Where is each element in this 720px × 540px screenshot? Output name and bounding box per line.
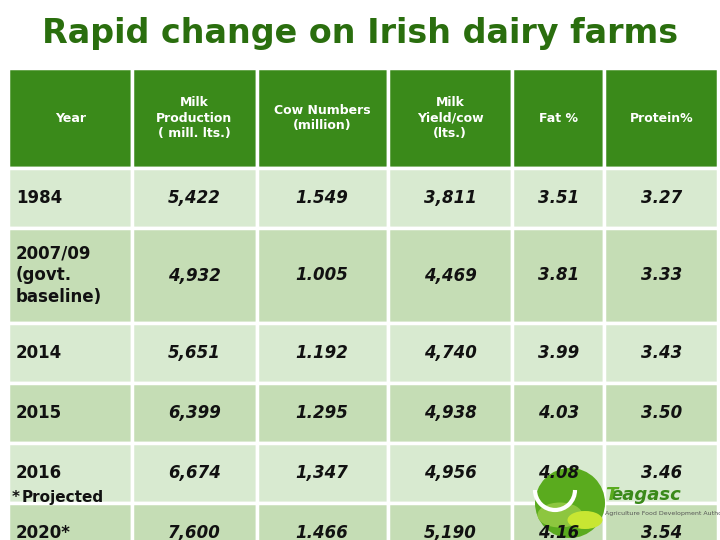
Bar: [512, 168, 604, 228]
Text: 2014: 2014: [16, 344, 62, 362]
Text: 3,811: 3,811: [423, 189, 477, 207]
Bar: [512, 503, 604, 540]
Bar: [604, 503, 718, 540]
Text: Milk
Yield/cow
(lts.): Milk Yield/cow (lts.): [417, 96, 483, 140]
Bar: [256, 383, 388, 443]
Text: 3.51: 3.51: [538, 189, 579, 207]
Text: 6,399: 6,399: [168, 404, 221, 422]
Bar: [388, 228, 512, 323]
Bar: [256, 503, 388, 540]
Text: 3.27: 3.27: [641, 189, 682, 207]
Text: Year: Year: [55, 111, 86, 125]
Bar: [256, 168, 388, 228]
Bar: [8, 443, 132, 503]
Bar: [132, 323, 256, 383]
Text: 2020*: 2020*: [16, 524, 71, 540]
Text: Milk
Production
( mill. lts.): Milk Production ( mill. lts.): [156, 96, 233, 140]
Text: Rapid change on Irish dairy farms: Rapid change on Irish dairy farms: [42, 17, 678, 51]
Bar: [604, 168, 718, 228]
Bar: [8, 383, 132, 443]
Bar: [604, 443, 718, 503]
Bar: [604, 383, 718, 443]
Bar: [512, 228, 604, 323]
Text: eagasc: eagasc: [610, 486, 680, 504]
Bar: [388, 503, 512, 540]
Text: 2016: 2016: [16, 464, 62, 482]
Bar: [132, 503, 256, 540]
Text: Fat %: Fat %: [539, 111, 577, 125]
Text: 6,674: 6,674: [168, 464, 221, 482]
Bar: [512, 443, 604, 503]
Bar: [8, 228, 132, 323]
Text: Agriculture Food Development Authority: Agriculture Food Development Authority: [605, 510, 720, 516]
Text: 2015: 2015: [16, 404, 62, 422]
Text: 3.33: 3.33: [641, 267, 682, 285]
Text: 4,932: 4,932: [168, 267, 221, 285]
Text: Protein%: Protein%: [629, 111, 693, 125]
Bar: [8, 323, 132, 383]
Text: 3.46: 3.46: [641, 464, 682, 482]
Bar: [604, 68, 718, 168]
Text: *: *: [12, 490, 20, 505]
Text: 3.54: 3.54: [641, 524, 682, 540]
Text: 2007/09
(govt.
baseline): 2007/09 (govt. baseline): [16, 245, 102, 306]
Bar: [512, 383, 604, 443]
Text: 5,651: 5,651: [168, 344, 221, 362]
Text: 3.81: 3.81: [538, 267, 579, 285]
Bar: [132, 68, 256, 168]
Text: 1.466: 1.466: [296, 524, 348, 540]
Text: Cow Numbers
(million): Cow Numbers (million): [274, 104, 371, 132]
Bar: [388, 323, 512, 383]
Text: 7,600: 7,600: [168, 524, 221, 540]
Bar: [388, 168, 512, 228]
Text: 4.08: 4.08: [538, 464, 579, 482]
Text: 4,740: 4,740: [423, 344, 477, 362]
Text: 1.549: 1.549: [296, 189, 348, 207]
Bar: [256, 323, 388, 383]
Text: T: T: [605, 486, 617, 504]
Bar: [512, 68, 604, 168]
Bar: [8, 503, 132, 540]
Circle shape: [535, 468, 605, 538]
Text: 4,956: 4,956: [423, 464, 477, 482]
Bar: [132, 443, 256, 503]
Text: 1.295: 1.295: [296, 404, 348, 422]
Bar: [388, 443, 512, 503]
Text: 4,938: 4,938: [423, 404, 477, 422]
Text: 3.50: 3.50: [641, 404, 682, 422]
Bar: [8, 68, 132, 168]
Bar: [512, 323, 604, 383]
Ellipse shape: [538, 503, 582, 528]
Bar: [132, 228, 256, 323]
Text: Projected: Projected: [22, 490, 104, 505]
Bar: [256, 68, 388, 168]
Bar: [132, 168, 256, 228]
Bar: [388, 68, 512, 168]
Text: 5,190: 5,190: [423, 524, 477, 540]
Bar: [8, 168, 132, 228]
Bar: [256, 228, 388, 323]
Text: 3.99: 3.99: [538, 344, 579, 362]
Text: 4.16: 4.16: [538, 524, 579, 540]
Ellipse shape: [567, 511, 603, 529]
Bar: [604, 228, 718, 323]
Text: 5,422: 5,422: [168, 189, 221, 207]
Bar: [132, 383, 256, 443]
Text: 3.43: 3.43: [641, 344, 682, 362]
Bar: [388, 383, 512, 443]
Bar: [604, 323, 718, 383]
Text: 4.03: 4.03: [538, 404, 579, 422]
Text: 1984: 1984: [16, 189, 62, 207]
Text: 4,469: 4,469: [423, 267, 477, 285]
Text: 1.192: 1.192: [296, 344, 348, 362]
Text: 1.005: 1.005: [296, 267, 348, 285]
Text: 1,347: 1,347: [296, 464, 348, 482]
Bar: [256, 443, 388, 503]
